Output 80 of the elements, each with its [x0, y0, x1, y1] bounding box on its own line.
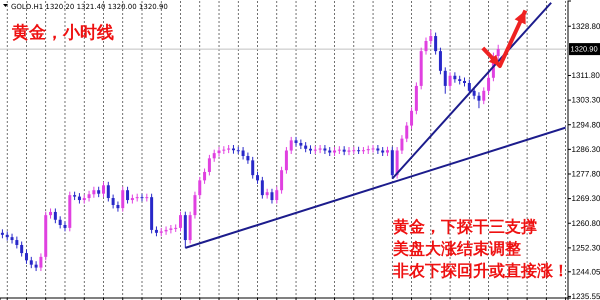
candlestick	[266, 188, 269, 200]
y-tick-label: 1269.30	[572, 194, 600, 204]
candlestick	[280, 166, 284, 194]
candlestick	[477, 92, 480, 109]
candlestick	[256, 171, 260, 184]
candlestick	[49, 208, 52, 220]
candlestick	[140, 193, 144, 202]
candlestick	[63, 221, 66, 232]
candlestick	[482, 86, 486, 105]
candlestick	[222, 146, 226, 154]
candlestick	[30, 256, 33, 269]
candlestick	[116, 201, 120, 212]
candlestick	[424, 37, 428, 56]
candlestick	[58, 216, 62, 229]
annotation: 黄金，下探干三支撑	[392, 217, 537, 236]
candlestick	[78, 192, 81, 204]
y-tick-label: 1244.05	[572, 267, 600, 276]
candlestick	[496, 44, 500, 60]
candlestick	[468, 79, 471, 95]
text: 黄金，小时线	[11, 23, 114, 43]
y-tick-label: 1303.30	[572, 96, 600, 105]
candlestick	[260, 176, 264, 200]
candlestick	[10, 233, 14, 244]
candlestick	[352, 146, 356, 154]
candlestick	[487, 74, 490, 95]
y-tick-label: 1311.80	[572, 71, 600, 80]
candlestick	[448, 72, 452, 90]
annotation: 非农下探回升或直接涨！	[392, 261, 569, 280]
candlestick	[444, 66, 447, 94]
candlestick	[212, 149, 216, 162]
candlestick	[275, 186, 278, 204]
candlestick	[126, 186, 130, 204]
candlestick	[39, 252, 42, 272]
y-tick-label: 1235.55	[572, 292, 600, 300]
candlestick	[299, 139, 302, 150]
candlestick	[434, 32, 438, 56]
candlestick	[24, 249, 28, 264]
candlestick	[121, 186, 124, 212]
y-tick-label: 1277.80	[572, 170, 600, 179]
candlestick	[15, 236, 18, 249]
candlestick	[203, 168, 206, 184]
candlestick	[429, 29, 432, 45]
candlestick	[198, 176, 202, 200]
candlestick	[136, 193, 139, 202]
candlestick	[410, 106, 414, 130]
candlestick	[251, 156, 254, 180]
candlestick	[97, 186, 100, 198]
candlestick	[357, 146, 360, 154]
candlestick	[193, 191, 196, 220]
candlestick	[88, 190, 91, 202]
candlestick	[270, 188, 274, 204]
candlestick	[34, 260, 38, 272]
y-tick-label: 1286.30	[572, 144, 600, 154]
candlestick	[246, 152, 250, 164]
candlestick	[314, 146, 317, 154]
y-tick-label: 1252.30	[572, 243, 600, 252]
candlestick	[294, 136, 298, 147]
y-tick-label: 1294.80	[572, 120, 600, 130]
candlestick	[438, 47, 442, 75]
candlestick	[102, 181, 105, 198]
candlestick	[92, 186, 96, 198]
candlestick	[20, 241, 24, 258]
candlestick	[304, 142, 308, 153]
candlestick	[145, 193, 148, 202]
candlestick	[54, 208, 57, 224]
candlestick	[405, 122, 408, 143]
candlestick	[106, 181, 110, 202]
candlestick	[179, 211, 182, 232]
y-tick-label: 1328.80	[572, 22, 600, 31]
candlestick	[290, 136, 293, 154]
candlestick	[208, 154, 211, 176]
candlestick	[218, 146, 221, 158]
annotation: 美盘大涨结束调整	[392, 239, 521, 258]
y-tick-label: 1260.80	[572, 218, 600, 228]
candlestick	[154, 226, 158, 237]
candlestick	[284, 146, 288, 174]
candlestick	[338, 146, 341, 154]
candlestick	[112, 194, 115, 209]
candlestick	[400, 134, 404, 154]
candlestick	[386, 146, 389, 157]
